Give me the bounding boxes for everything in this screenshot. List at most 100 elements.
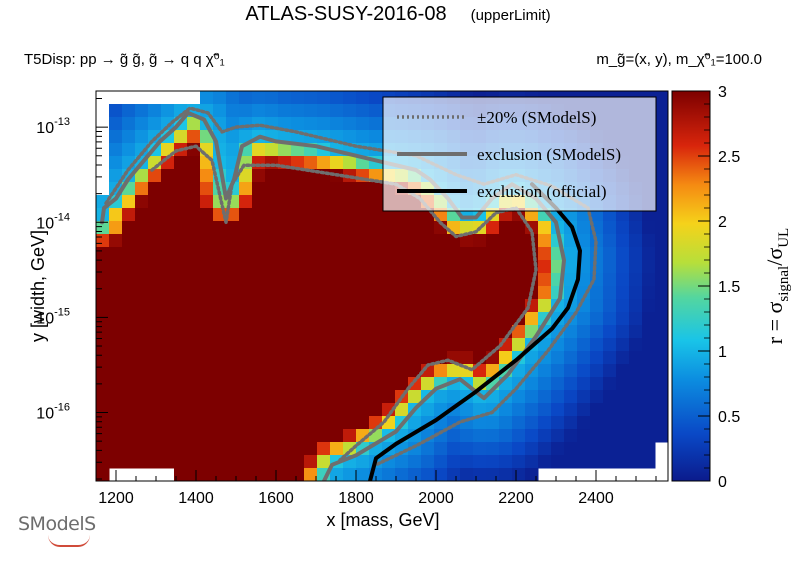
heatmap-cell: [538, 364, 552, 378]
heatmap-cell: [213, 91, 227, 105]
heatmap-cell: [239, 364, 253, 378]
heatmap-cell: [291, 351, 305, 365]
heatmap-cell: [148, 442, 162, 456]
heatmap-cell: [577, 377, 591, 391]
heatmap-cell: [317, 247, 331, 261]
heatmap-cell: [382, 234, 396, 248]
heatmap-cell: [161, 247, 175, 261]
x-tick-label: 2200: [498, 490, 534, 507]
heatmap-cell: [499, 299, 513, 313]
heatmap-cell: [434, 455, 448, 469]
heatmap-cell: [239, 117, 253, 131]
heatmap-cell: [616, 416, 630, 430]
heatmap-cell: [304, 104, 318, 118]
heatmap-cell: [291, 195, 305, 209]
heatmap-cell: [278, 299, 292, 313]
heatmap-cell: [343, 377, 357, 391]
heatmap-cell: [213, 364, 227, 378]
heatmap-cell: [291, 117, 305, 131]
heatmap-cell: [200, 91, 214, 105]
heatmap-cell: [122, 286, 136, 300]
heatmap-cell: [122, 117, 136, 131]
heatmap-cell: [213, 312, 227, 326]
heatmap-cell: [382, 338, 396, 352]
heatmap-cell: [135, 273, 149, 287]
heatmap-cell: [330, 312, 344, 326]
heatmap-cell: [655, 390, 668, 404]
heatmap-cell: [226, 286, 240, 300]
heatmap-cell: [252, 234, 266, 248]
heatmap-cell: [538, 403, 552, 417]
heatmap-cell: [239, 416, 253, 430]
heatmap-cell: [603, 338, 617, 352]
heatmap-cell: [291, 377, 305, 391]
heatmap-cell: [447, 364, 461, 378]
heatmap-cell: [174, 195, 188, 209]
legend-label: ±20% (SModelS): [477, 108, 596, 127]
plot-frame: [95, 90, 669, 482]
heatmap-cell: [356, 351, 370, 365]
heatmap-cell: [161, 312, 175, 326]
heatmap-cell: [109, 416, 123, 430]
heatmap-cell: [252, 377, 266, 391]
heatmap-cell: [590, 442, 604, 456]
heatmap-cell: [265, 247, 279, 261]
heatmap-cell: [642, 299, 656, 313]
heatmap-cell: [174, 338, 188, 352]
heatmap-cell: [616, 429, 630, 443]
heatmap-cell: [343, 429, 357, 443]
heatmap-cell: [187, 299, 201, 313]
heatmap-cell: [642, 442, 656, 456]
heatmap-cell: [122, 312, 136, 326]
y-axis: 10-13 10-14 10-15 10-16: [36, 98, 108, 480]
heatmap-cell: [408, 221, 422, 235]
heatmap-cell: [655, 104, 668, 118]
heatmap-cell: [395, 325, 409, 339]
heatmap-cell: [499, 351, 513, 365]
heatmap-cell: [330, 195, 344, 209]
heatmap-cell: [369, 312, 383, 326]
heatmap-cell: [304, 117, 318, 131]
heatmap-cell: [356, 234, 370, 248]
heatmap-cell: [421, 221, 435, 235]
heatmap-cell: [343, 364, 357, 378]
heatmap-cell: [642, 247, 656, 261]
heatmap-cell: [109, 455, 123, 469]
heatmap-cell: [135, 286, 149, 300]
heatmap-cell: [343, 221, 357, 235]
heatmap-cell: [122, 455, 136, 469]
heatmap-cell: [174, 403, 188, 417]
heatmap-cell: [278, 416, 292, 430]
heatmap-cell: [200, 221, 214, 235]
heatmap-cell: [122, 429, 136, 443]
heatmap-cell: [317, 338, 331, 352]
heatmap-cell: [239, 273, 253, 287]
heatmap-cell: [213, 442, 227, 456]
heatmap-cell: [538, 273, 552, 287]
heatmap-cell: [239, 455, 253, 469]
heatmap-cell: [408, 455, 422, 469]
heatmap-cell: [291, 325, 305, 339]
heatmap-cell: [538, 377, 552, 391]
heatmap-cell: [265, 208, 279, 222]
heatmap-cell: [356, 338, 370, 352]
heatmap-cell: [421, 286, 435, 300]
heatmap-cell: [538, 429, 552, 443]
heatmap-cell: [304, 221, 318, 235]
heatmap-cell: [642, 286, 656, 300]
heatmap-cell: [226, 234, 240, 248]
heatmap-cell: [96, 468, 110, 481]
heatmap-cell: [96, 325, 110, 339]
heatmap-cell: [434, 286, 448, 300]
heatmap-cell: [148, 351, 162, 365]
heatmap-cell: [499, 260, 513, 274]
heatmap-cell: [135, 195, 149, 209]
heatmap-cell: [512, 429, 526, 443]
heatmap-cell: [577, 312, 591, 326]
heatmap-cell: [473, 247, 487, 261]
heatmap-cell: [109, 117, 123, 131]
heatmap-cell: [447, 455, 461, 469]
heatmap-cell: [161, 260, 175, 274]
heatmap-cell: [655, 273, 668, 287]
heatmap-cell: [174, 299, 188, 313]
